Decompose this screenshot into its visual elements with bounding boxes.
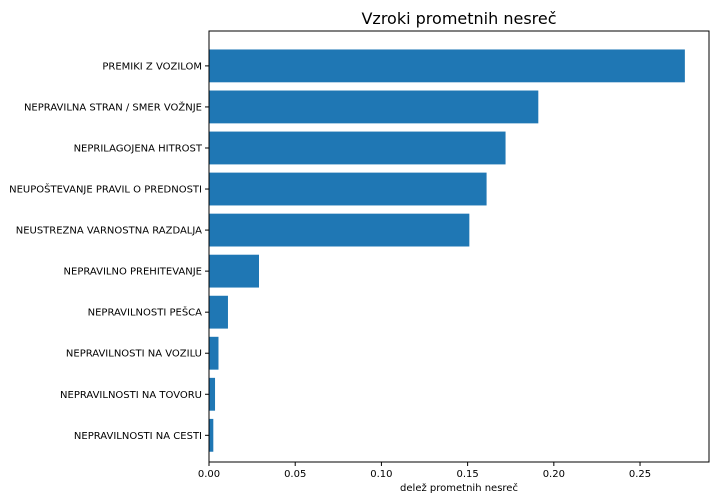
y-tick-labels: PREMIKI Z VOZILOM NEPRAVILNA STRAN / SMER… <box>9 61 209 442</box>
bar <box>209 418 214 452</box>
x-axis: 0.00 0.05 0.10 0.15 0.20 0.25 <box>198 462 651 480</box>
y-tick-label: NEPRAVILNOSTI NA TOVORU <box>60 390 202 401</box>
bar <box>209 295 228 329</box>
x-tick-label: 0.05 <box>284 469 306 480</box>
bar <box>209 377 216 411</box>
bar <box>209 131 506 165</box>
x-tick-label: 0.15 <box>456 469 478 480</box>
x-tick-label: 0.25 <box>629 469 651 480</box>
chart-title: Vzroki prometnih nesreč <box>361 9 556 28</box>
y-tick-label: NEPRAVILNA STRAN / SMER VOŽNJE <box>24 100 202 113</box>
bar <box>209 49 685 83</box>
x-tick-label: 0.00 <box>198 469 220 480</box>
bar <box>209 172 487 206</box>
y-tick-label: NEUPOŠTEVANJE PRAVIL O PREDNOSTI <box>9 183 202 196</box>
y-tick-label: NEPRAVILNO PREHITEVANJE <box>64 267 202 278</box>
x-tick-label: 0.10 <box>370 469 392 480</box>
bars-group <box>209 49 685 452</box>
y-tick-label: NEPRAVILNOSTI NA CESTI <box>74 431 202 442</box>
y-tick-label: NEUSTREZNA VARNOSTNA RAZDALJA <box>16 226 202 237</box>
bar <box>209 254 259 288</box>
y-tick-label: NEPRAVILNOSTI PEŠCA <box>88 306 203 319</box>
bar <box>209 90 539 124</box>
y-tick-label: NEPRAVILNOSTI NA VOZILU <box>66 349 202 360</box>
bar <box>209 213 470 247</box>
x-axis-title: delež prometnih nesreč <box>400 482 518 494</box>
y-tick-label: NEPRILAGOJENA HITROST <box>74 143 203 154</box>
plot-frame <box>208 30 710 463</box>
y-tick-label: PREMIKI Z VOZILOM <box>102 61 202 72</box>
x-tick-label: 0.20 <box>543 469 565 480</box>
bar <box>209 336 219 370</box>
